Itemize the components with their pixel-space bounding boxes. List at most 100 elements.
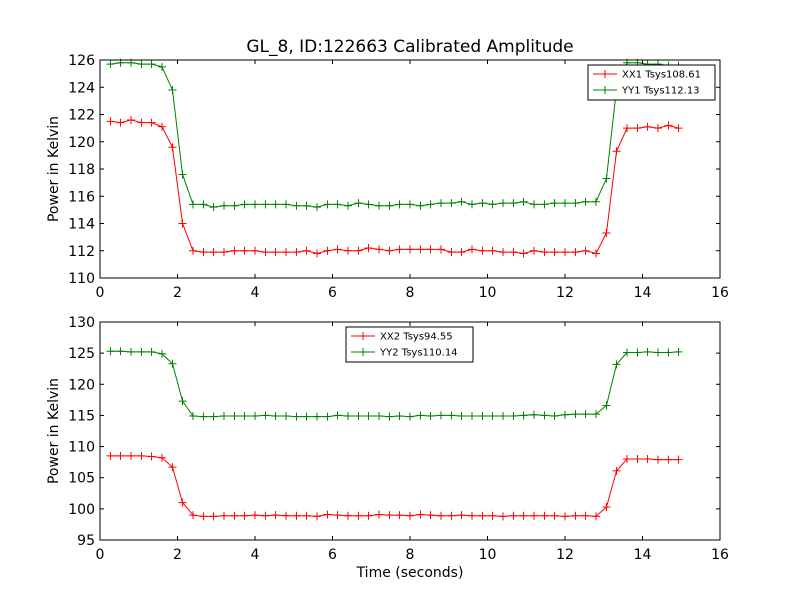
bottom-series-2-point [344,412,352,421]
bottom-series-1-point [416,510,425,519]
bottom-y-tick-label: 115 [68,408,95,424]
top-series-1-point [251,246,259,255]
bottom-series-2-point [654,348,662,357]
top-series-1-point [509,248,518,257]
bottom-series-2-point [209,412,218,421]
bottom-x-tick-label: 4 [251,547,260,563]
bottom-y-tick-label: 130 [68,315,95,331]
bottom-series-1-point [344,511,352,520]
bottom-series-1-point [468,511,476,520]
top-series-1-point [581,246,590,255]
bottom-series-1-point [230,511,239,520]
top-series-2-point [540,200,549,209]
bottom-series-1-point [158,453,166,462]
bottom-series-2-point [323,412,332,421]
top-series-1-point [468,245,476,254]
top-series-1-point [333,245,342,254]
bottom-series-1-point [189,511,197,520]
top-series-2-point [468,200,476,209]
bottom-series-2-point [220,412,228,421]
bottom-plot-series [106,347,683,521]
top-series-1-point [189,246,197,255]
bottom-series-2-point [375,412,383,421]
bottom-series-1-point [364,511,373,520]
bottom-legend-marker-xx2 [359,332,367,340]
bottom-series-2-point [530,410,538,419]
bottom-series-2-point [488,412,497,421]
bottom-series-2-point [302,412,311,421]
bottom-series-1-point [571,511,580,520]
bottom-series-1-point [333,511,342,520]
top-series-2-point [313,203,321,212]
bottom-series-2-point [602,401,611,410]
bottom-series-1-point [499,512,507,521]
top-series-2-point [416,201,425,210]
bottom-series-2-point [333,411,342,420]
bottom-series-1-point [623,455,631,464]
top-series-2-point [550,199,559,208]
bottom-y-tick-label: 100 [68,502,95,518]
bottom-series-2-point [354,412,363,421]
bottom-series-1-point [261,511,270,520]
top-series-1-point [261,248,270,257]
top-series-2-point [447,199,456,208]
top-plot-frame [99,59,721,279]
bottom-series-2-point [127,347,135,356]
bottom-series-2-point [189,412,197,421]
bottom-series-1-point [354,511,363,520]
chart-title: GL_8, ID:122663 Calibrated Amplitude [246,37,573,57]
top-x-tick-label: 12 [556,285,574,301]
top-series-2-point [344,201,352,210]
top-y-tick-label: 122 [68,108,95,124]
bottom-series-2-point [437,411,445,420]
top-series-2-point [530,200,538,209]
top-y-tick-label: 114 [68,217,95,233]
top-series-1-point [664,121,673,130]
bottom-x-tick-label: 12 [556,547,574,563]
bottom-series-2-point [385,412,394,421]
top-series-2-point [561,199,569,208]
bottom-series-2-point [240,412,249,421]
top-series-1-point [674,124,683,133]
bottom-series-2-point [561,410,569,419]
top-x-tick-label: 4 [251,285,260,301]
top-y-tick-label: 118 [68,162,95,178]
top-series-2-point [571,199,580,208]
top-series-1-point [354,246,363,255]
top-series-2-point [395,200,404,209]
bottom-series-2-point [230,412,239,421]
bottom-series-2-point [168,359,177,368]
bottom-series-2-point [271,412,280,421]
bottom-series-2-point [313,412,321,421]
bottom-series-1-point [426,511,435,520]
bottom-series-1-point [323,510,332,519]
bottom-series-2-point [571,410,580,419]
top-series-2-point [271,200,280,209]
bottom-plot-axes: 0 2 4 6 8 10 12 14 16 95 100 105 110 115 120 125 130 [68,315,729,563]
top-series-1-point [375,245,383,254]
top-series-1-point [344,246,352,255]
top-series-1-point [323,246,332,255]
bottom-series-2-point [282,412,290,421]
bottom-series-1-point [509,511,518,520]
bottom-series-1-point [313,512,321,521]
top-series-2-point [364,200,373,209]
bottom-series-1-point [530,511,538,520]
top-series-1-point [406,245,414,254]
top-legend-marker-xx1 [601,70,609,78]
top-series-2-point [354,199,363,208]
bottom-series-2-point [499,412,507,421]
top-series-2-point [230,201,239,210]
bottom-series-1-point [519,511,528,520]
bottom-x-tick-label: 10 [479,547,497,563]
bottom-series-2-point [251,412,259,421]
bottom-series-2-point [540,411,549,420]
bottom-series-1-point [395,511,404,520]
bottom-series-1-point [633,455,642,464]
bottom-series-1-point [271,511,280,520]
top-series-1-point [416,245,425,254]
top-series-2-point [240,200,249,209]
top-series-2-point [581,197,590,206]
top-series-1-point [633,124,642,133]
top-series-2-point [426,200,435,209]
